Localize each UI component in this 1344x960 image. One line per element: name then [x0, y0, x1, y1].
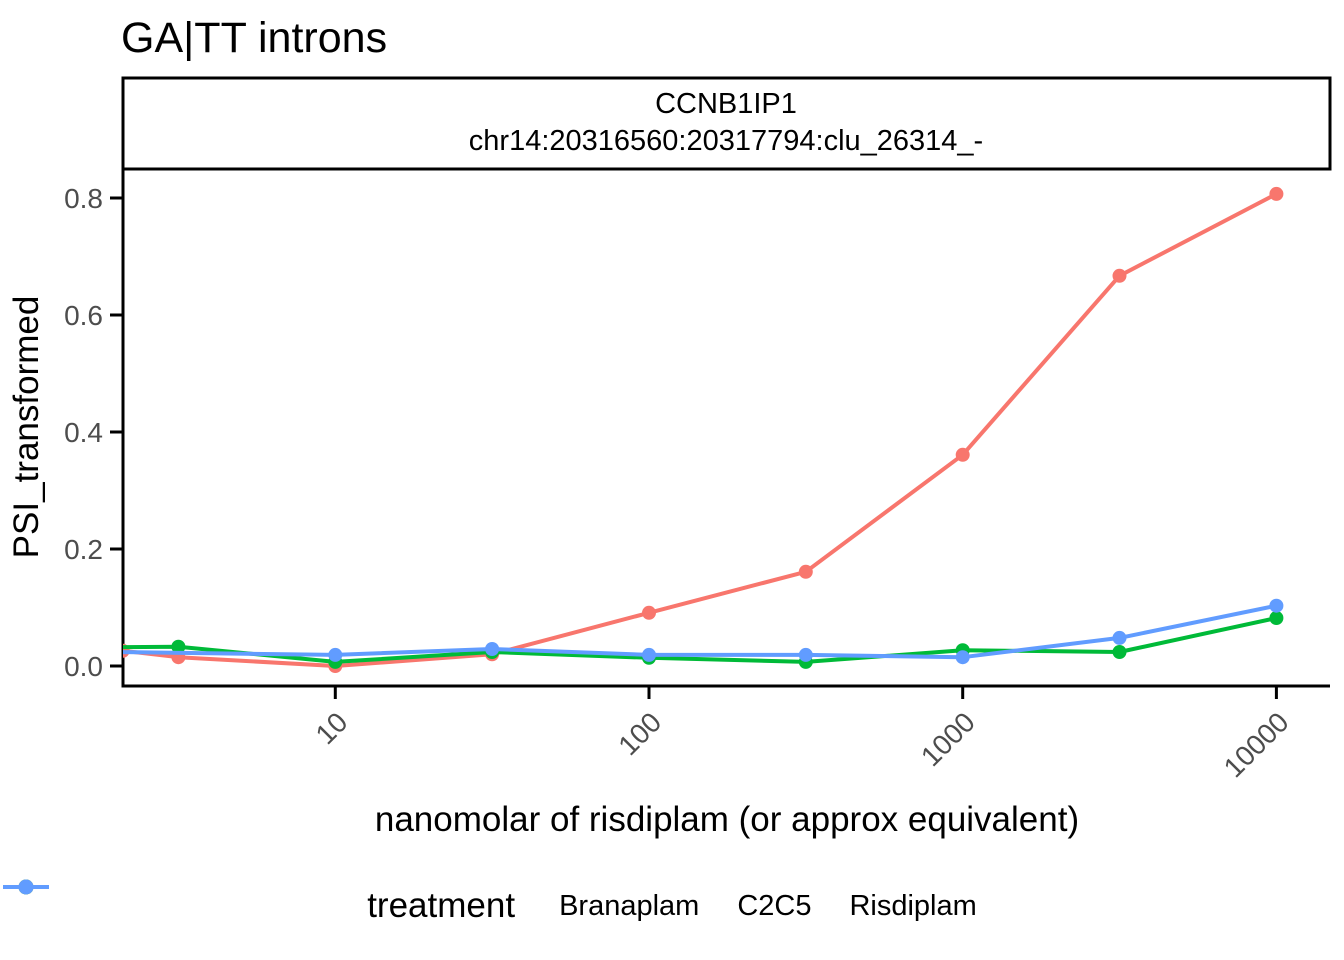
- facet-strip: [121, 76, 1332, 171]
- branaplam-point: [1112, 268, 1127, 283]
- branaplam-point: [642, 605, 656, 620]
- y-axis: 0.0 0.2 0.4 0.6 0.8: [64, 183, 123, 682]
- branaplam-point: [955, 447, 970, 462]
- y-tick-label: 0.4: [64, 417, 103, 448]
- c2c5-point: [171, 639, 186, 654]
- legend-item-c2c5: C2C5: [3, 879, 812, 923]
- facet-gene-label: CCNB1IP1: [655, 88, 797, 120]
- x-tick-label: 1000: [915, 706, 981, 772]
- risdiplam-point: [485, 642, 500, 656]
- risdiplam-point: [642, 647, 656, 662]
- legend-item-risdiplam: Risdiplam: [3, 879, 977, 923]
- c2c5-point: [1269, 611, 1284, 625]
- chart-title: GA|TT introns: [121, 14, 387, 62]
- x-tick-label: 10: [310, 706, 354, 750]
- y-tick-label: 0.8: [64, 183, 103, 214]
- x-tick-label: 10000: [1218, 706, 1295, 783]
- legend-item-label: Risdiplam: [849, 889, 977, 922]
- y-tick-label: 0.6: [64, 300, 103, 331]
- c2c5-point: [1112, 645, 1127, 659]
- x-axis-title: nanomolar of risdiplam (or approx equiva…: [375, 800, 1079, 839]
- risdiplam-point: [1269, 598, 1284, 613]
- x-axis: 10 100 1000 10000: [310, 686, 1295, 783]
- branaplam-line: [123, 192, 1278, 668]
- legend-key-icon: [3, 879, 49, 895]
- legend-item-label: C2C5: [737, 889, 812, 922]
- y-tick-label: 0.2: [64, 534, 103, 565]
- legend-items: Branaplam C2C5 Risdiplam: [3, 879, 977, 923]
- legend-item-label: Branaplam: [559, 889, 700, 922]
- risdiplam-point: [1112, 630, 1127, 645]
- y-axis-title: PSI_transformed: [7, 296, 46, 559]
- y-tick-label: 0.0: [64, 651, 103, 682]
- risdiplam-line: [123, 603, 1277, 660]
- risdiplam-point: [798, 647, 813, 662]
- risdiplam-point: [955, 650, 970, 665]
- legend-title: treatment: [367, 886, 516, 925]
- facet-intron-label: chr14:20316560:20317794:clu_26314_-: [469, 125, 983, 157]
- legend-key-dot: [18, 879, 34, 895]
- risdiplam-point: [328, 647, 343, 662]
- plot-area: [123, 186, 1284, 673]
- branaplam-point: [798, 564, 813, 579]
- legend-item-branaplam: Branaplam: [3, 879, 700, 923]
- branaplam-point: [1269, 186, 1284, 201]
- legend: treatment Branaplam C2C5 Risdiplam: [0, 876, 1344, 936]
- x-tick-label: 100: [612, 706, 667, 761]
